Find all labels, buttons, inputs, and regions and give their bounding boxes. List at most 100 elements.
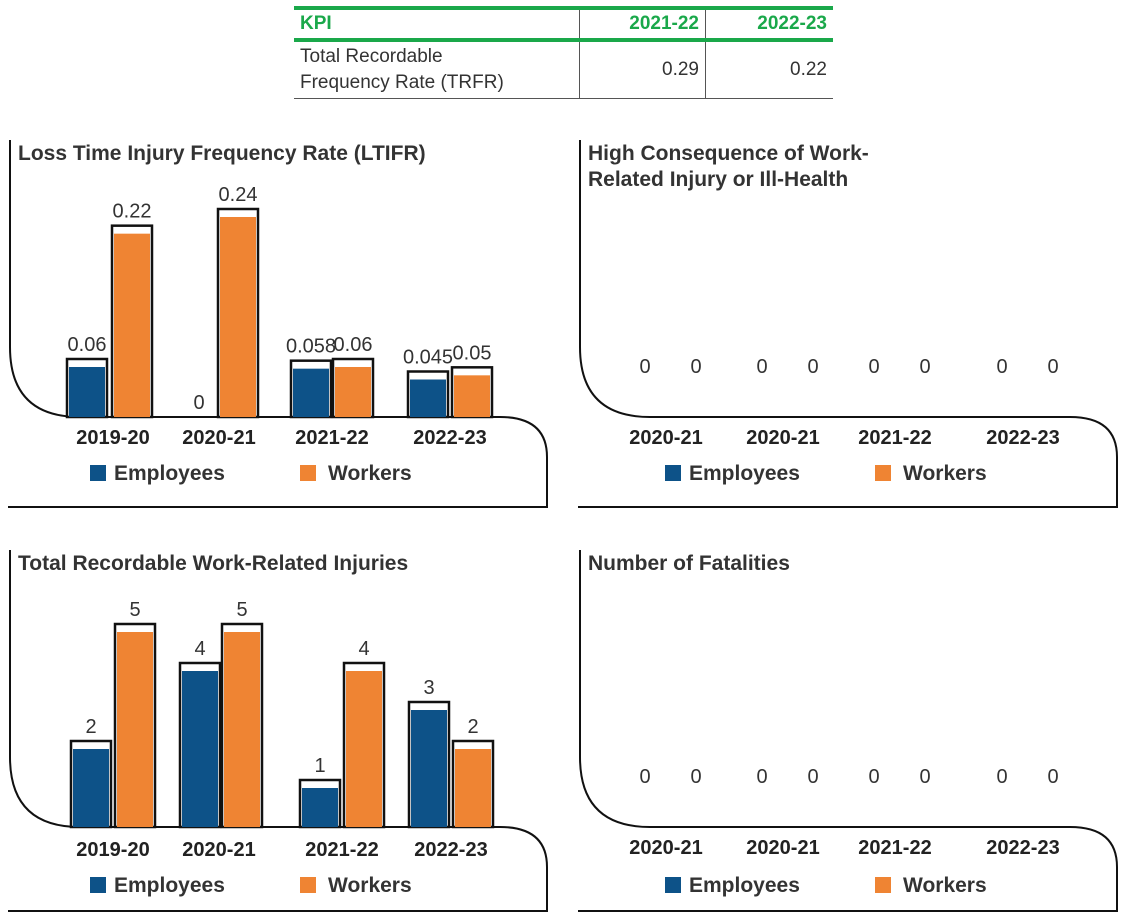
- chart-title: Total Recordable Work-Related Injuries: [18, 552, 408, 575]
- category-label: 2021-22: [858, 427, 931, 449]
- legend-label-workers: Workers: [328, 462, 412, 485]
- kpi-header-label: KPI: [294, 6, 580, 42]
- data-label: 0: [193, 392, 204, 414]
- data-label: 0: [996, 356, 1007, 378]
- kpi-row-value-2022-23: 0.22: [705, 40, 833, 99]
- data-label: 5: [129, 599, 140, 621]
- legend-swatch-employees: [665, 877, 681, 893]
- legend-swatch-workers: [300, 465, 316, 481]
- data-label: 4: [194, 638, 205, 660]
- legend-label-workers: Workers: [328, 874, 412, 897]
- data-label: 0: [690, 766, 701, 788]
- kpi-row-label: Total Recordable Frequency Rate (TRFR): [294, 40, 580, 99]
- chart-title: Related Injury or Ill-Health: [588, 168, 848, 191]
- chart-frame: [8, 140, 548, 508]
- bar-workers: [335, 367, 371, 417]
- category-label: 2022-23: [986, 837, 1059, 859]
- data-label: 0.24: [219, 184, 258, 206]
- data-label: 0: [868, 766, 879, 788]
- data-label: 0: [639, 356, 650, 378]
- bar-employees: [410, 379, 446, 417]
- chart-title: Number of Fatalities: [588, 552, 790, 575]
- data-label: 0: [807, 356, 818, 378]
- category-label: 2021-22: [295, 427, 368, 449]
- category-label: 2022-23: [414, 839, 487, 861]
- bar-employees: [293, 368, 329, 417]
- data-label: 0: [756, 356, 767, 378]
- data-label: 0.045: [403, 347, 453, 369]
- data-label: 0.06: [334, 334, 373, 356]
- data-label: 0.05: [453, 342, 492, 364]
- data-label: 0: [807, 766, 818, 788]
- data-label: 2: [85, 716, 96, 738]
- bar-workers: [224, 632, 260, 827]
- legend-swatch-employees: [90, 465, 106, 481]
- bar-employees: [73, 749, 109, 827]
- data-label: 4: [358, 638, 369, 660]
- bar-workers: [455, 749, 491, 827]
- bar-workers: [220, 217, 256, 417]
- high-consequence-chart: High Consequence of Work- Related Injury …: [578, 140, 1118, 508]
- category-label: 2020-21: [746, 837, 819, 859]
- kpi-table: KPI 2021-22 2022-23 Total Recordable Fre…: [294, 6, 833, 99]
- chart-frame: [578, 140, 1118, 508]
- kpi-header-2021-22: 2021-22: [579, 6, 706, 42]
- legend-label-employees: Employees: [689, 874, 800, 897]
- trwri-chart: Total Recordable Work-Related Injuries 2 5…: [8, 550, 548, 912]
- data-label: 0: [756, 766, 767, 788]
- category-label: 2021-22: [305, 839, 378, 861]
- data-label: 0: [1047, 356, 1058, 378]
- data-label: 0: [1047, 766, 1058, 788]
- category-label: 2020-21: [746, 427, 819, 449]
- data-label: 0: [919, 356, 930, 378]
- legend-label-employees: Employees: [114, 462, 225, 485]
- bar-employees: [69, 367, 105, 417]
- chart-title: Loss Time Injury Frequency Rate (LTIFR): [18, 142, 426, 165]
- data-label: 2: [467, 716, 478, 738]
- bar-workers: [117, 632, 153, 827]
- bar-employees: [411, 710, 447, 827]
- category-label: 2022-23: [986, 427, 1059, 449]
- category-label: 2019-20: [76, 839, 149, 861]
- kpi-header-row: KPI 2021-22 2022-23: [294, 6, 833, 42]
- data-label: 0: [919, 766, 930, 788]
- category-label: 2019-20: [76, 427, 149, 449]
- legend-swatch-employees: [90, 877, 106, 893]
- chart-title: High Consequence of Work-: [588, 142, 869, 165]
- kpi-row-label-line1: Total Recordable: [300, 46, 443, 67]
- kpi-header-2022-23: 2022-23: [705, 6, 833, 42]
- data-label: 0.22: [113, 201, 152, 223]
- legend-swatch-workers: [875, 877, 891, 893]
- kpi-row-trfr: Total Recordable Frequency Rate (TRFR) 0…: [294, 40, 833, 99]
- category-label: 2020-21: [182, 839, 255, 861]
- kpi-row-label-line2: Frequency Rate (TRFR): [300, 72, 504, 93]
- legend-label-workers: Workers: [903, 874, 987, 897]
- ltifr-chart: Loss Time Injury Frequency Rate (LTIFR) 0…: [8, 140, 548, 508]
- category-label: 2022-23: [413, 427, 486, 449]
- legend-swatch-workers: [875, 465, 891, 481]
- bar-workers: [114, 233, 150, 417]
- category-label: 2020-21: [182, 427, 255, 449]
- legend-label-employees: Employees: [114, 874, 225, 897]
- data-label: 3: [423, 677, 434, 699]
- bar-employees: [302, 788, 338, 827]
- legend-swatch-workers: [300, 877, 316, 893]
- chart-frame: [578, 550, 1118, 912]
- data-label: 0.058: [286, 336, 336, 358]
- data-label: 0: [639, 766, 650, 788]
- bar-workers: [346, 671, 382, 827]
- kpi-row-value-2021-22: 0.29: [579, 40, 706, 99]
- legend-swatch-employees: [665, 465, 681, 481]
- category-label: 2020-21: [629, 837, 702, 859]
- data-label: 1: [314, 755, 325, 777]
- data-label: 0: [690, 356, 701, 378]
- legend-label-employees: Employees: [689, 462, 800, 485]
- bar-workers: [454, 375, 490, 417]
- data-label: 5: [236, 599, 247, 621]
- legend-label-workers: Workers: [903, 462, 987, 485]
- data-label: 0.06: [68, 334, 107, 356]
- data-label: 0: [868, 356, 879, 378]
- bar-employees: [182, 671, 218, 827]
- category-label: 2020-21: [629, 427, 702, 449]
- category-label: 2021-22: [858, 837, 931, 859]
